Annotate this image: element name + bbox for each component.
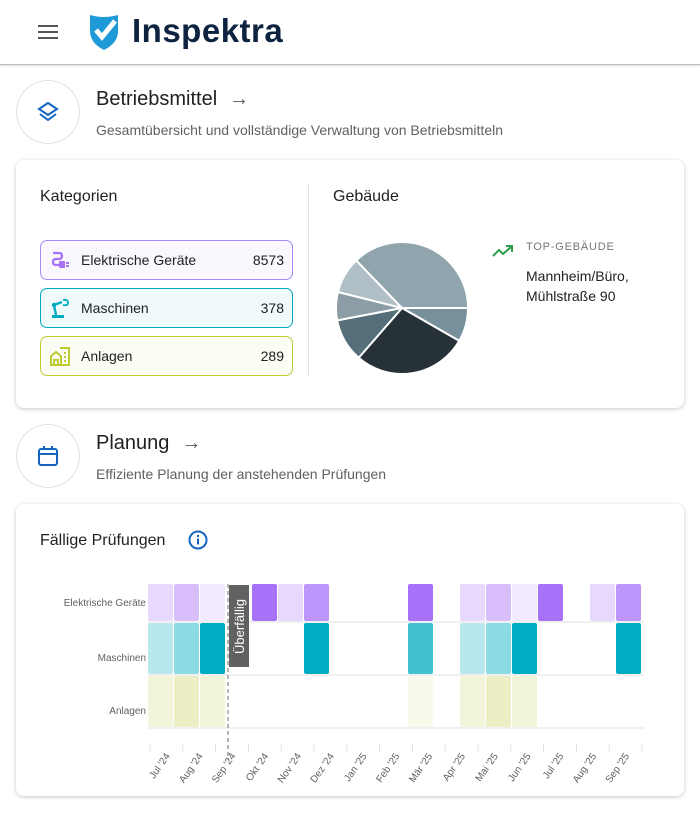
top-gebaeude-label: TOP-GEBÄUDE (526, 241, 615, 253)
section-title: Planung (96, 432, 170, 454)
heatmap-cell[interactable] (252, 584, 277, 621)
heatmap-cell[interactable] (148, 584, 173, 621)
heatmap-cell[interactable] (460, 623, 485, 674)
x-tick-label: Sep '25 (604, 751, 633, 785)
category-elektrische-geraete[interactable]: Elektrische Geräte 8573 (40, 240, 293, 280)
arrow-right-icon: → (181, 432, 202, 454)
heatmap-cell[interactable] (590, 584, 615, 621)
pie-slice[interactable] (357, 306, 461, 375)
heatmap-cell[interactable] (148, 676, 173, 727)
faellige-pruefungen-card: Fällige Prüfungen (16, 504, 684, 796)
category-label: Maschinen (81, 300, 149, 316)
heatmap-cell[interactable] (200, 584, 225, 621)
heatmap-cell[interactable] (408, 584, 433, 621)
heatmap-cell[interactable] (408, 676, 433, 727)
category-count: 8573 (252, 252, 284, 268)
top-gebaeude-line2: Mühlstraße 90 (526, 288, 616, 304)
heatmap-cell[interactable] (408, 623, 433, 674)
kategorien-title: Kategorien (40, 188, 118, 205)
calendar-icon (38, 446, 58, 466)
x-tick-label: Jul '24 (147, 751, 173, 781)
app-header: Inspektra (0, 0, 700, 65)
app-name: Inspektra (132, 12, 284, 49)
heatmap-cell[interactable] (512, 676, 537, 727)
info-icon[interactable] (188, 530, 208, 550)
gebaeude-title: Gebäude (333, 188, 399, 205)
robot-arm-icon (51, 298, 69, 318)
plug-icon (51, 251, 69, 268)
heatmap-cell[interactable] (460, 584, 485, 621)
shield-check-icon (90, 15, 118, 50)
heatmap-cell[interactable] (460, 676, 485, 727)
x-tick-label: Jun '25 (506, 751, 534, 784)
category-maschinen[interactable]: Maschinen 378 (40, 288, 293, 328)
x-tick-label: Mai '25 (474, 751, 502, 784)
heatmap-cell[interactable] (304, 623, 329, 674)
layers-icon-circle (16, 80, 80, 144)
calendar-icon-circle (16, 424, 80, 488)
arrow-right-icon: → (229, 88, 250, 110)
x-tick-label: Jan '25 (342, 751, 370, 784)
x-tick-label: Feb '25 (374, 751, 402, 785)
heatmap-cell[interactable] (486, 584, 511, 621)
x-tick-label: Okt '24 (244, 751, 271, 783)
building-icon (50, 347, 70, 366)
x-tick-label: Mär '25 (407, 751, 435, 785)
x-tick-label: Apr '25 (441, 751, 468, 783)
heatmap-cell[interactable] (148, 623, 173, 674)
pie-slice[interactable] (354, 241, 470, 309)
x-tick-label: Sep '24 (210, 751, 239, 785)
heatmap-cell[interactable] (512, 623, 537, 674)
heatmap-cell[interactable] (174, 584, 199, 621)
category-anlagen[interactable]: Anlagen 289 (40, 336, 293, 376)
chart-title: Fällige Prüfungen (40, 532, 166, 549)
heatmap-cell[interactable] (486, 623, 511, 674)
top-gebaeude-line1: Mannheim/Büro, (526, 268, 629, 284)
heatmap-cell[interactable] (278, 584, 303, 621)
x-tick-label: Nov '24 (276, 751, 305, 785)
category-count: 378 (260, 300, 284, 316)
heatmap-cell[interactable] (174, 676, 199, 727)
heatmap-cell[interactable] (616, 623, 641, 674)
row-label: Maschinen (97, 653, 146, 664)
layers-icon (37, 101, 59, 122)
heatmap-cell[interactable] (304, 584, 329, 621)
heatmap-cell[interactable] (486, 676, 511, 727)
heatmap-cell[interactable] (174, 623, 199, 674)
row-label: Anlagen (109, 706, 146, 717)
section-subtitle: Gesamtübersicht und vollständige Verwalt… (96, 122, 503, 138)
x-tick-label: Dez '24 (309, 751, 338, 785)
planung-link[interactable]: Planung → (96, 432, 201, 455)
heatmap-cell[interactable] (616, 584, 641, 621)
overdue-label: Überfällig (229, 585, 249, 667)
category-count: 289 (260, 348, 284, 364)
heatmap-cell[interactable] (200, 623, 225, 674)
heatmap-cell[interactable] (538, 584, 563, 621)
section-title: Betriebsmittel (96, 88, 218, 110)
section-subtitle: Effiziente Planung der anstehenden Prüfu… (96, 466, 387, 482)
gebaeude-pie-chart (335, 241, 470, 375)
x-tick-label: Aug '24 (177, 751, 206, 785)
betriebsmittel-link[interactable]: Betriebsmittel → (96, 88, 249, 111)
overdue-label-text: Überfällig (231, 598, 247, 654)
category-label: Anlagen (81, 348, 133, 364)
heatmap-cell[interactable] (512, 584, 537, 621)
heatmap-cell[interactable] (200, 676, 225, 727)
trending-up-icon (492, 245, 513, 257)
row-label: Elektrische Geräte (63, 598, 146, 609)
divider (308, 184, 309, 376)
heatmap-chart: Jul '24 Aug '24 Sep '24 Okt '24 Nov '24 Dez '… (147, 584, 644, 785)
x-tick-label: Aug '25 (571, 751, 600, 785)
hamburger-icon[interactable] (38, 25, 58, 39)
category-label: Elektrische Geräte (81, 252, 197, 268)
x-tick-label: Jul '25 (541, 751, 567, 781)
